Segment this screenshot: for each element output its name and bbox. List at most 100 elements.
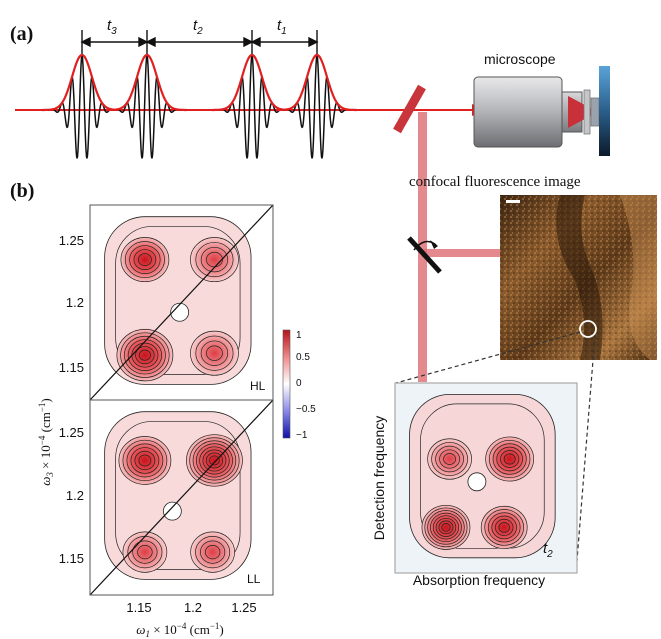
peak-2-ring-0 [421, 504, 471, 550]
x-axis-label: ω1 × 10−4 (cm−1) [136, 621, 224, 639]
peak-0-ring-4 [138, 253, 152, 266]
center-node [162, 501, 182, 521]
delay-t3-label: t3 [107, 17, 117, 37]
peak-1 [190, 236, 239, 283]
x-tick-2: 1.25 [231, 600, 256, 615]
peak-1-ring-1 [195, 242, 234, 278]
peak-3-ring-3 [204, 545, 221, 560]
colorbar-tick-2: 0 [296, 378, 302, 389]
delay-arrows [80, 30, 319, 55]
peak-3 [190, 330, 239, 377]
2d-spectrum-ll [90, 400, 273, 595]
peak-3-ring-0 [480, 505, 528, 549]
y-axis-label: ω3 × 10−4 (cm−1) [37, 398, 55, 486]
peak-0 [118, 435, 171, 486]
pulse-envelope-3 [277, 53, 357, 112]
peak-2-ring-5 [435, 517, 457, 537]
confocal-fluorescence-image [500, 195, 657, 360]
peak-1-ring-6 [205, 452, 224, 469]
peak-2-ring-1 [120, 332, 170, 378]
peak-2-ring-7 [441, 523, 451, 532]
laser-pulse-train [42, 53, 357, 159]
signal-beam-vertical [418, 112, 427, 382]
peak-2 [421, 504, 470, 551]
pulse-envelope-2 [212, 53, 292, 112]
rotating-waveplate [407, 236, 442, 274]
zoom-guide-left [395, 331, 581, 384]
peak-3-ring-5 [498, 522, 510, 533]
peak-1-ring-7 [209, 455, 220, 466]
pulse-envelope-0 [42, 53, 122, 112]
center-node [467, 472, 487, 492]
peak-2-ring-3 [430, 512, 462, 543]
peak-0-ring-3 [133, 249, 157, 270]
map-ll-tag: LL [247, 572, 261, 586]
delay-t2-label: t2 [193, 17, 203, 37]
peak-3-ring-0 [190, 330, 239, 376]
peak-0 [120, 236, 169, 283]
contour-mid [420, 403, 545, 549]
peak-3-ring-1 [195, 536, 231, 569]
peak-3-ring-2 [200, 540, 226, 564]
pulse-carrier-0 [42, 54, 122, 159]
peak-1-ring-2 [192, 440, 237, 481]
peak-2-ring-4 [432, 515, 460, 540]
peak-3 [190, 531, 235, 573]
peak-0-ring-1 [124, 241, 165, 279]
2d-spectrum-inset [395, 383, 577, 573]
contour-mid [115, 421, 241, 571]
inset-y-label: Detection frequency [371, 416, 387, 541]
contour-mid [115, 226, 241, 375]
colorbar-tick-3: −0.5 [296, 404, 316, 415]
peak-2 [122, 531, 167, 573]
y-tick-top-1: 1.2 [66, 295, 84, 310]
map-hl-tag: HL [250, 379, 266, 393]
peak-3-ring-4 [495, 518, 514, 536]
peak-1-ring-5 [202, 449, 227, 472]
y-tick-bot-1: 1.2 [66, 488, 84, 503]
panel-b-label: (b) [10, 180, 34, 202]
colorbar-tick-1: 0.5 [296, 352, 310, 363]
peak-3 [481, 505, 528, 550]
map-ll-frame [89, 399, 274, 596]
peak-2-ring-3 [127, 339, 163, 371]
y-tick-top-2: 1.15 [59, 360, 84, 375]
colorbar [282, 329, 291, 439]
delay-t1-label: t1 [277, 17, 287, 37]
peak-2-ring-0 [122, 531, 168, 573]
signal-beam-horizontal [422, 249, 500, 257]
panel-a-label: (a) [10, 23, 33, 45]
pulse-carrier-2 [212, 54, 292, 159]
peak-2 [116, 328, 173, 382]
peak-0-ring-1 [122, 439, 168, 482]
peak-0-ring-1 [431, 442, 468, 476]
x-tick-1: 1.2 [184, 600, 202, 615]
peak-1-ring-2 [200, 246, 229, 273]
peak-3-ring-3 [206, 345, 223, 361]
beam-splitter-mirror [393, 84, 426, 134]
inset-x-label: Absorption frequency [413, 572, 545, 588]
y-tick-bot-0: 1.25 [59, 425, 84, 440]
microscope-label: microscope [484, 51, 556, 67]
inset-t2-tag: t2 [543, 540, 553, 560]
peak-0-ring-0 [118, 436, 172, 485]
confocal-image-label: confocal fluorescence image [409, 174, 581, 190]
peak-1-ring-3 [195, 443, 233, 478]
peak-0-ring-2 [126, 443, 164, 478]
peak-3-ring-1 [484, 509, 525, 546]
peak-0 [427, 438, 472, 480]
inset-frame [394, 382, 578, 574]
colorbar-tick-4: −1 [296, 430, 308, 441]
peak-2-ring-3 [137, 545, 153, 560]
peak-1-ring-1 [489, 439, 531, 479]
peak-0-ring-4 [134, 450, 156, 470]
pulse-envelope-1 [107, 53, 187, 112]
peak-1-ring-4 [199, 446, 230, 475]
peak-3-ring-3 [491, 515, 517, 540]
peak-2-ring-2 [124, 335, 166, 375]
peak-2-ring-2 [427, 510, 465, 545]
peak-0-ring-2 [435, 445, 464, 473]
peak-0-ring-2 [129, 245, 161, 275]
peak-0-ring-0 [427, 438, 472, 480]
